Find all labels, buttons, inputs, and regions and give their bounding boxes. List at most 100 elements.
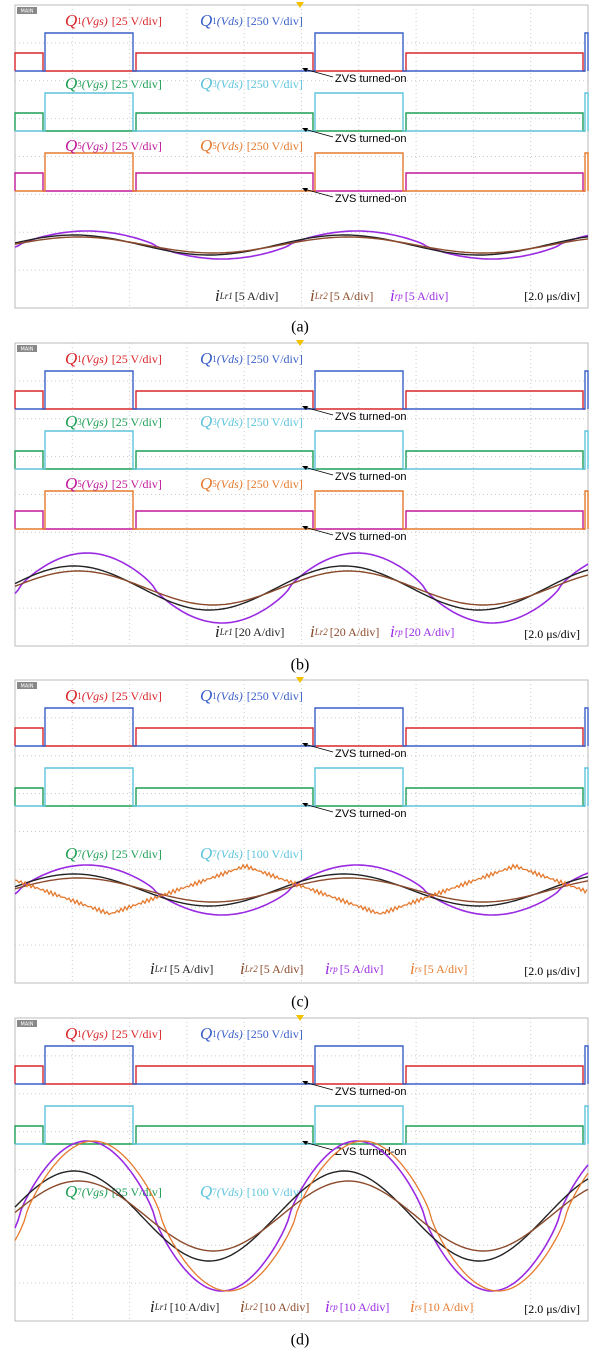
trace-arg: (Vds) <box>217 415 243 429</box>
trace-scale: [25 V/div] <box>112 477 162 491</box>
annotation: ZVS turned-on <box>335 531 407 543</box>
trace-scale: [25 V/div] <box>112 352 162 366</box>
timebase: [2.0 μs/div] <box>524 627 580 641</box>
trace-arg: (Vgs) <box>82 14 108 28</box>
trace-scale: [25 V/div] <box>112 139 162 153</box>
annotation: ZVS turned-on <box>335 193 407 205</box>
badge: MAIN <box>21 683 34 689</box>
trace-symbol: Q <box>65 1024 77 1043</box>
annotation: ZVS turned-on <box>335 471 407 483</box>
current-scale: [5 A/div] <box>424 962 468 976</box>
trace-symbol: Q <box>65 136 77 155</box>
trace-symbol: Q <box>65 74 77 93</box>
current-scale: [5 A/div] <box>340 962 384 976</box>
trace-scale: [100 V/div] <box>247 1185 303 1199</box>
trace-scale: [250 V/div] <box>247 14 303 28</box>
trace-scale: [25 V/div] <box>112 689 162 703</box>
trace-scale: [25 V/div] <box>112 847 162 861</box>
current-scale: [5 A/div] <box>170 962 214 976</box>
trace-arg: (Vds) <box>217 847 243 861</box>
trace-symbol: Q <box>65 412 77 431</box>
trace-symbol: Q <box>200 349 212 368</box>
badge: MAIN <box>21 8 34 14</box>
trace-scale: [250 V/div] <box>247 477 303 491</box>
trace-arg: (Vds) <box>217 77 243 91</box>
scope-frame <box>15 343 588 646</box>
current-sub: Lr2 <box>314 627 329 637</box>
badge: MAIN <box>21 1021 34 1027</box>
current-sub: Lr2 <box>244 1302 259 1312</box>
trace-symbol: Q <box>65 686 77 705</box>
trace-arg: (Vds) <box>217 477 243 491</box>
current-sub: rs <box>415 1302 423 1312</box>
trace-scale: [250 V/div] <box>247 415 303 429</box>
figure: MAINQ1(Vgs)[25 V/div]Q1(Vds)[250 V/div]Q… <box>0 0 595 1356</box>
trace-symbol: Q <box>65 844 77 863</box>
annotation: ZVS turned-on <box>335 748 407 760</box>
current-sub: rp <box>395 627 404 637</box>
annotation: ZVS turned-on <box>335 411 407 423</box>
trace-symbol: Q <box>200 844 212 863</box>
scope-frame <box>15 5 588 308</box>
trace-symbol: Q <box>200 136 212 155</box>
current-sub: Lr1 <box>219 291 233 301</box>
current-sub: Lr2 <box>314 291 329 301</box>
trace-arg: (Vgs) <box>82 689 108 703</box>
current-scale: [10 A/div] <box>424 1300 474 1314</box>
timebase: [2.0 μs/div] <box>524 964 580 978</box>
trace-arg: (Vds) <box>217 1027 243 1041</box>
current-scale: [5 A/div] <box>260 962 304 976</box>
current-scale: [20 A/div] <box>405 625 455 639</box>
trace-arg: (Vgs) <box>82 847 108 861</box>
trace-arg: (Vds) <box>217 352 243 366</box>
current-scale: [20 A/div] <box>330 625 380 639</box>
timebase: [2.0 μs/div] <box>524 1302 580 1316</box>
current-scale: [5 A/div] <box>235 289 279 303</box>
current-scale: [5 A/div] <box>330 289 374 303</box>
trace-arg: (Vds) <box>217 689 243 703</box>
current-sub: rs <box>415 964 423 974</box>
trace-scale: [25 V/div] <box>112 14 162 28</box>
annotation: ZVS turned-on <box>335 133 407 145</box>
scope-frame <box>15 680 588 983</box>
trace-scale: [25 V/div] <box>112 1027 162 1041</box>
trace-scale: [250 V/div] <box>247 1027 303 1041</box>
trace-arg: (Vgs) <box>82 477 108 491</box>
trace-symbol: Q <box>200 474 212 493</box>
annotation: ZVS turned-on <box>335 1146 407 1158</box>
trace-scale: [250 V/div] <box>247 352 303 366</box>
trace-symbol: Q <box>65 1182 77 1201</box>
annotation: ZVS turned-on <box>335 1086 407 1098</box>
badge: MAIN <box>21 346 34 352</box>
trace-symbol: Q <box>200 412 212 431</box>
current-scale: [10 A/div] <box>170 1300 220 1314</box>
scope-frame <box>15 1018 588 1321</box>
trace-symbol: Q <box>200 686 212 705</box>
trace-arg: (Vgs) <box>82 415 108 429</box>
trace-symbol: Q <box>65 474 77 493</box>
trace-scale: [250 V/div] <box>247 139 303 153</box>
trace-scale: [250 V/div] <box>247 689 303 703</box>
current-scale: [5 A/div] <box>405 289 449 303</box>
trace-scale: [100 V/div] <box>247 847 303 861</box>
trace-symbol: Q <box>200 11 212 30</box>
current-sub: rp <box>330 1302 339 1312</box>
trace-arg: (Vgs) <box>82 139 108 153</box>
current-sub: Lr2 <box>244 964 259 974</box>
current-scale: [20 A/div] <box>235 625 285 639</box>
trace-arg: (Vgs) <box>82 352 108 366</box>
current-sub: rp <box>395 291 404 301</box>
current-sub: Lr1 <box>154 1302 168 1312</box>
timebase: [2.0 μs/div] <box>524 289 580 303</box>
trace-scale: [25 V/div] <box>112 415 162 429</box>
caption: (c) <box>291 994 309 1011</box>
current-sub: rp <box>330 964 339 974</box>
trace-symbol: Q <box>200 74 212 93</box>
annotation: ZVS turned-on <box>335 808 407 820</box>
current-sub: Lr1 <box>154 964 168 974</box>
trace-arg: (Vgs) <box>82 1027 108 1041</box>
trace-symbol: Q <box>65 349 77 368</box>
